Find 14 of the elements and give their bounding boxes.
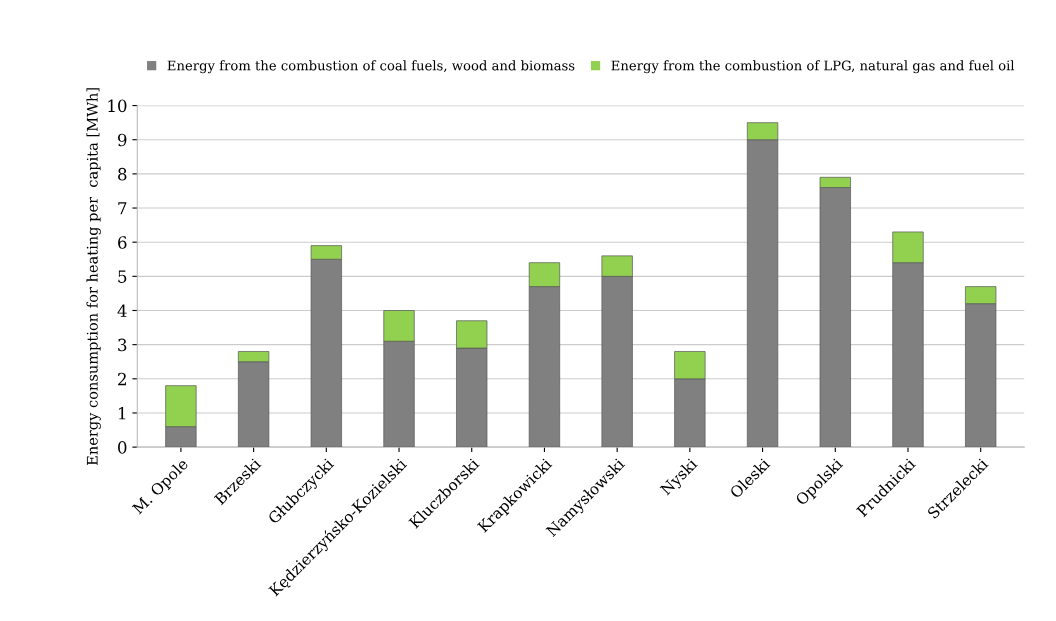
y-tick-label: 9 (118, 133, 127, 147)
y-tick-label: 3 (118, 338, 127, 352)
y-tick-label: 0 (118, 441, 127, 454)
y-tick-label: 7 (118, 202, 127, 215)
y-tick-label: 6 (118, 236, 127, 249)
y-tick-label: 2 (118, 372, 126, 386)
legend-label: Energy from the combustion of LPG, natural gas and fuel oil (611, 60, 1015, 74)
y-tick-label: 4 (117, 304, 127, 317)
y-axis-title: Energy consumption for heating per capita [MWh] (86, 88, 101, 465)
y-tick-label: 1 (118, 406, 126, 420)
legend-label: Energy from the combustion of coal fuels, wood and biomass (167, 60, 575, 74)
y-tick-label: 10 (108, 99, 127, 113)
y-tick-label: 5 (118, 270, 127, 283)
y-tick-label: 8 (118, 167, 127, 181)
